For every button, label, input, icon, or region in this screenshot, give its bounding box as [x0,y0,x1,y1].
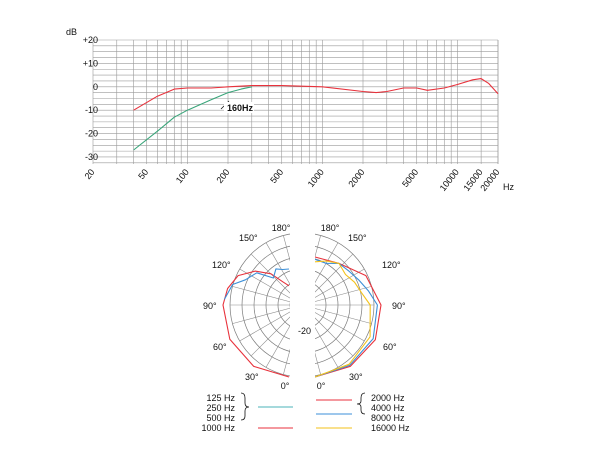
legend-left-group: 125 Hz 250 Hz 500 Hz 1000 Hz [201,392,293,433]
frequency-annotation: 160Hz [220,100,254,113]
frequency-series-group [133,78,499,151]
polar-angle-label: 30° [245,372,259,382]
legend-left-label: 250 Hz [206,403,235,413]
y-tick-label: -20 [85,129,98,139]
polar-angle-label: 30° [349,372,363,382]
polar-angle-label: 120° [382,260,401,270]
polar-angle-label: 60° [213,342,227,352]
polar-angle-label: 0° [317,381,326,391]
polar-angle-label: 0° [281,381,290,391]
y-tick-label: +20 [83,35,98,45]
x-tick-label: 50 [136,167,150,181]
annotation-label: 160Hz [227,103,254,113]
x-tick-label: 10000 [438,167,461,193]
polar-series-left-blue [223,268,290,300]
frequency-x-axis-label: Hz [503,182,514,192]
legend-right-label: 8000 Hz [371,413,405,423]
y-tick-label: +10 [83,58,98,68]
x-tick-label: 100 [174,167,191,185]
x-tick-label: 500 [268,167,285,185]
x-tick-label: 200 [214,167,231,185]
polar-series-right-red [314,256,382,378]
legend-left-brace [240,392,250,421]
polar-angle-label: 150° [239,233,258,243]
polar-angle-label: 150° [348,233,367,243]
x-tick-label: 1000 [306,167,326,189]
legend-right-label: 2000 Hz [371,393,405,403]
x-tick-label: 5000 [400,167,420,189]
legend-right-label: 16000 Hz [371,423,410,433]
legend-left-label: 125 Hz [206,393,235,403]
polar-pattern-chart: 180° 180° 150° 150° 120° 120° 90° 90° 60° 60° 30° 3… [203,222,406,391]
annotation-box [224,102,254,113]
polar-angle-labels: 180° 180° 150° 150° 120° 120° 90° 90° 60° 60° 30° 3… [203,223,406,391]
polar-radial-label: -20 [298,326,311,336]
legend-left-label: 1000 Hz [201,423,235,433]
legend-left-label: 500 Hz [206,413,235,423]
x-tick-label: 2000 [346,167,366,189]
frequency-y-tick-labels: +20 +10 0 -10 -20 -30 [83,35,98,162]
frequency-series-green [133,86,252,151]
frequency-series-red [133,78,499,111]
y-tick-label: 0 [93,82,98,92]
polar-angle-label: 120° [212,260,231,270]
frequency-grid [92,39,499,164]
polar-angle-label: 180° [321,223,340,233]
legend-right-group: 2000 Hz 4000 Hz 8000 Hz 16000 Hz [316,392,410,433]
y-tick-label: -10 [85,105,98,115]
polar-angle-label: 90° [203,301,217,311]
frequency-response-chart: 20 50 100 200 500 1000 2000 5000 10000 1500020000… [66,27,514,193]
polar-angle-label: 60° [383,342,397,352]
polar-angle-label: 90° [392,301,406,311]
legend: 125 Hz 250 Hz 500 Hz 1000 Hz 2000 Hz 400… [201,392,410,433]
polar-center-divider [290,222,315,390]
frequency-y-axis-label: dB [66,27,77,37]
legend-right-label: 4000 Hz [371,403,405,413]
polar-series-right-blue [314,258,378,378]
polar-series-left-red [222,270,290,378]
polar-series-group [222,256,382,378]
y-tick-label: -30 [85,152,98,162]
polar-angle-label: 180° [272,223,291,233]
x-tick-label: 20 [83,167,97,181]
legend-right-brace [356,392,366,415]
polar-series-right-yellow [314,260,371,378]
